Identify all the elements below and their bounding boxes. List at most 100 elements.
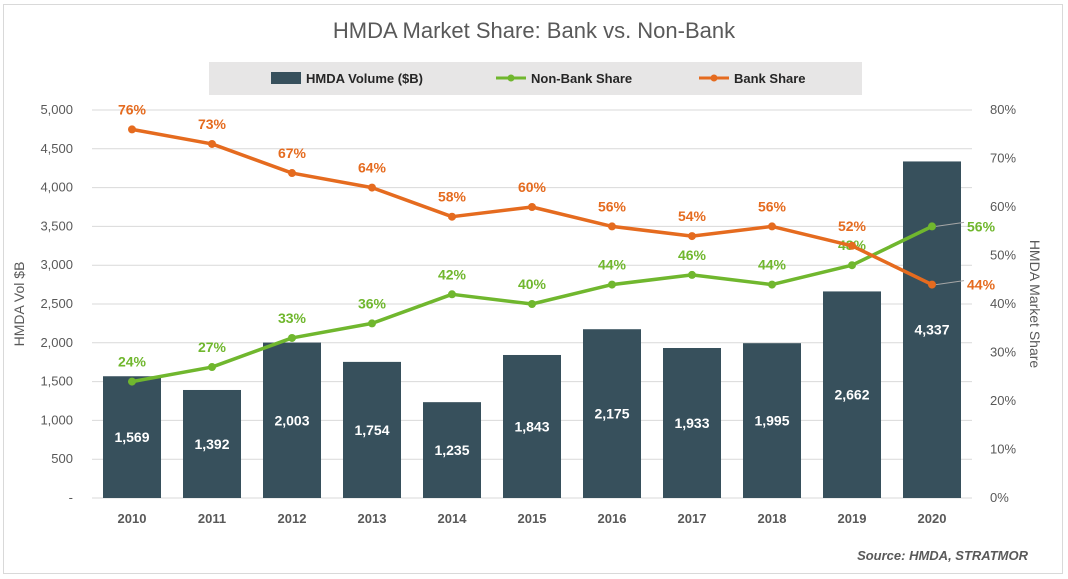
- x-tick-label: 2012: [278, 511, 307, 526]
- series-point: [368, 183, 376, 192]
- bar-data-label: 1,392: [194, 436, 229, 452]
- line-data-label: 56%: [967, 218, 996, 234]
- y2-tick-label: 50%: [990, 248, 1016, 263]
- series-point: [208, 363, 216, 372]
- bar-data-label: 1,843: [514, 418, 549, 434]
- y2-tick-label: 80%: [990, 102, 1016, 117]
- line-data-label: 24%: [118, 354, 147, 370]
- legend-swatch-marker: [710, 74, 718, 82]
- y2-tick-label: 30%: [990, 345, 1016, 360]
- series-point: [768, 280, 776, 289]
- legend-label: Non-Bank Share: [531, 71, 632, 86]
- bar-data-label: 1,754: [354, 422, 389, 438]
- line-data-label: 52%: [838, 218, 867, 234]
- bar: [903, 161, 961, 499]
- y-tick-label: 5,000: [40, 102, 73, 117]
- y-tick-label: 4,500: [40, 141, 73, 156]
- line-data-label: 56%: [598, 198, 627, 214]
- line-data-label: 60%: [518, 179, 547, 195]
- x-tick-label: 2015: [518, 511, 547, 526]
- x-tick-label: 2016: [598, 511, 627, 526]
- x-tick-label: 2020: [918, 511, 947, 526]
- y2-tick-label: 60%: [990, 199, 1016, 214]
- line-data-label: 58%: [438, 189, 467, 205]
- y-tick-label: 2,000: [40, 335, 73, 350]
- legend-background: [209, 62, 862, 95]
- bar-data-label: 1,569: [114, 429, 149, 445]
- series-point: [448, 212, 456, 221]
- x-tick-label: 2011: [198, 511, 226, 526]
- lines: 24%27%33%36%42%40%44%46%44%48%56%76%73%6…: [118, 101, 996, 386]
- chart-title: HMDA Market Share: Bank vs. Non-Bank: [332, 18, 736, 43]
- series-point: [848, 261, 856, 270]
- x-tick-label: 2013: [358, 511, 387, 526]
- y-tick-label: 2,500: [40, 296, 73, 311]
- y2-tick-label: 0%: [990, 490, 1009, 505]
- series-point: [768, 222, 776, 231]
- line-data-label: 44%: [967, 277, 996, 293]
- x-tick-label: 2010: [118, 511, 147, 526]
- line-data-label: 64%: [358, 160, 387, 176]
- series-point: [688, 232, 696, 241]
- series-point: [688, 270, 696, 279]
- line-data-label: 54%: [678, 208, 707, 224]
- y-tick-label: 3,500: [40, 218, 73, 233]
- legend: HMDA Volume ($B) Non-Bank Share Bank Share: [209, 62, 862, 95]
- line-data-label: 33%: [278, 310, 307, 326]
- series-point: [368, 319, 376, 328]
- y-tick-label: -: [69, 490, 73, 505]
- series-point: [928, 222, 936, 231]
- series-point: [528, 300, 536, 308]
- y2-tick-label: 20%: [990, 393, 1016, 408]
- leader-line: [935, 221, 965, 227]
- legend-swatch-bar: [271, 72, 301, 84]
- series-point: [288, 333, 296, 342]
- bar-data-label: 2,662: [834, 387, 869, 403]
- line-data-label: 27%: [198, 339, 227, 355]
- series-point: [288, 169, 296, 178]
- legend-swatch-marker: [507, 74, 515, 82]
- line-data-label: 44%: [598, 257, 627, 273]
- y-tick-label: 3,000: [40, 257, 73, 272]
- bar-data-label: 1,933: [674, 415, 709, 431]
- series-point: [448, 290, 456, 299]
- bar-data-label: 4,337: [914, 322, 949, 338]
- legend-label: HMDA Volume ($B): [306, 71, 423, 86]
- y2-tick-label: 70%: [990, 151, 1016, 166]
- bar: [743, 343, 801, 498]
- series-point: [608, 280, 616, 289]
- line-data-label: 46%: [678, 247, 707, 263]
- series-point: [848, 241, 856, 250]
- series-point: [528, 203, 536, 211]
- source-note: Source: HMDA, STRATMOR: [857, 548, 1028, 563]
- y-tick-label: 500: [51, 451, 73, 466]
- y-axis-title: HMDA Vol $B: [11, 262, 27, 347]
- line-data-label: 42%: [438, 266, 467, 282]
- line-data-label: 73%: [198, 116, 227, 132]
- bar: [343, 361, 401, 498]
- bar-data-label: 1,235: [434, 442, 469, 458]
- series-point: [128, 125, 136, 134]
- y2-tick-label: 10%: [990, 442, 1016, 457]
- line-data-label: 44%: [758, 257, 787, 273]
- line-data-label: 36%: [358, 295, 387, 311]
- series-point: [928, 280, 936, 289]
- bar: [263, 342, 321, 498]
- leader-line: [935, 280, 965, 286]
- bar: [183, 389, 241, 498]
- series-point: [128, 377, 136, 386]
- bar-data-label: 2,175: [594, 406, 629, 422]
- x-tick-label: 2014: [438, 511, 468, 526]
- y2-axis-title: HMDA Market Share: [1027, 240, 1043, 369]
- series-point: [608, 222, 616, 231]
- bar: [823, 291, 881, 498]
- series-point: [208, 139, 216, 148]
- bar: [103, 376, 161, 498]
- x-tick-label: 2019: [838, 511, 867, 526]
- bars: 1,569 1,392 2,003 1,754 1,235 1,843 2,175 1,933…: [103, 161, 961, 499]
- bar: [503, 354, 561, 498]
- x-tick-label: 2018: [758, 511, 787, 526]
- line-data-label: 56%: [758, 198, 787, 214]
- bar: [583, 329, 641, 498]
- axes: HMDA Vol $B HMDA Market Share - 500 1,000 1…: [11, 102, 1043, 526]
